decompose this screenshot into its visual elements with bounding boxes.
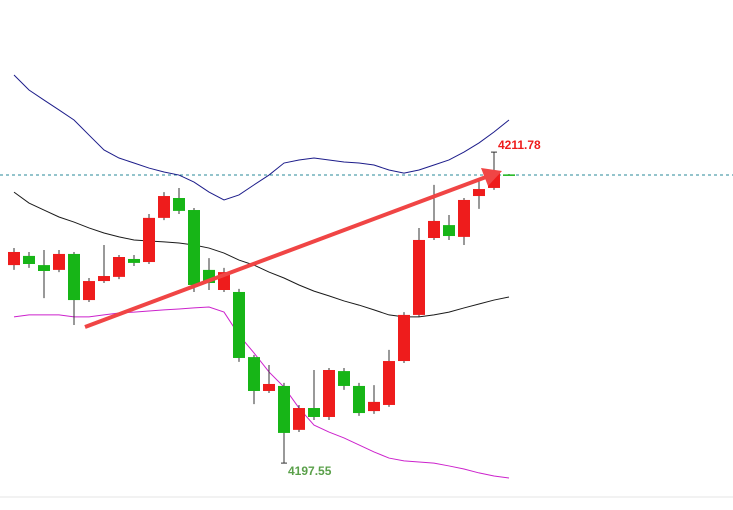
- candle-body: [368, 401, 380, 412]
- candle-layer: [8, 152, 515, 464]
- candle-body: [323, 369, 335, 417]
- band-line: [13, 74, 510, 201]
- candle-body: [158, 196, 170, 218]
- candle-body: [458, 199, 470, 237]
- candle-body: [308, 408, 320, 417]
- candle-body: [338, 371, 350, 386]
- candle-body: [428, 220, 440, 238]
- candle-body: [278, 385, 290, 433]
- arrow-head: [481, 168, 502, 186]
- high-label: 4211.78: [498, 138, 541, 152]
- candle-body: [248, 357, 260, 391]
- arrow-shaft: [84, 175, 487, 329]
- overlay-layer: [0, 74, 733, 479]
- candle-body: [98, 276, 110, 282]
- candle-body: [353, 385, 365, 414]
- candle-body: [443, 225, 455, 237]
- candle-body: [8, 251, 20, 266]
- band-line: [13, 191, 510, 318]
- candle-body: [383, 361, 395, 405]
- candle-body: [233, 291, 245, 358]
- trend-arrow: [84, 168, 502, 329]
- candle-body: [293, 408, 305, 430]
- label-layer: 4211.78 4197.55: [281, 138, 541, 478]
- candle-body: [188, 210, 200, 285]
- candle-body: [53, 253, 65, 270]
- candle-body: [263, 383, 275, 391]
- candle-body: [83, 281, 95, 301]
- candle-body: [473, 189, 485, 197]
- candle-body: [503, 174, 515, 176]
- candle-body: [413, 239, 425, 315]
- candle-body: [38, 265, 50, 271]
- candle-body: [128, 258, 140, 263]
- candle-body: [173, 198, 185, 211]
- candle-body: [113, 257, 125, 277]
- candle-body: [143, 217, 155, 263]
- candle-body: [23, 255, 35, 264]
- band-line: [13, 306, 510, 479]
- candle-body: [68, 253, 80, 301]
- candle-body: [398, 314, 410, 362]
- low-label: 4197.55: [288, 464, 332, 478]
